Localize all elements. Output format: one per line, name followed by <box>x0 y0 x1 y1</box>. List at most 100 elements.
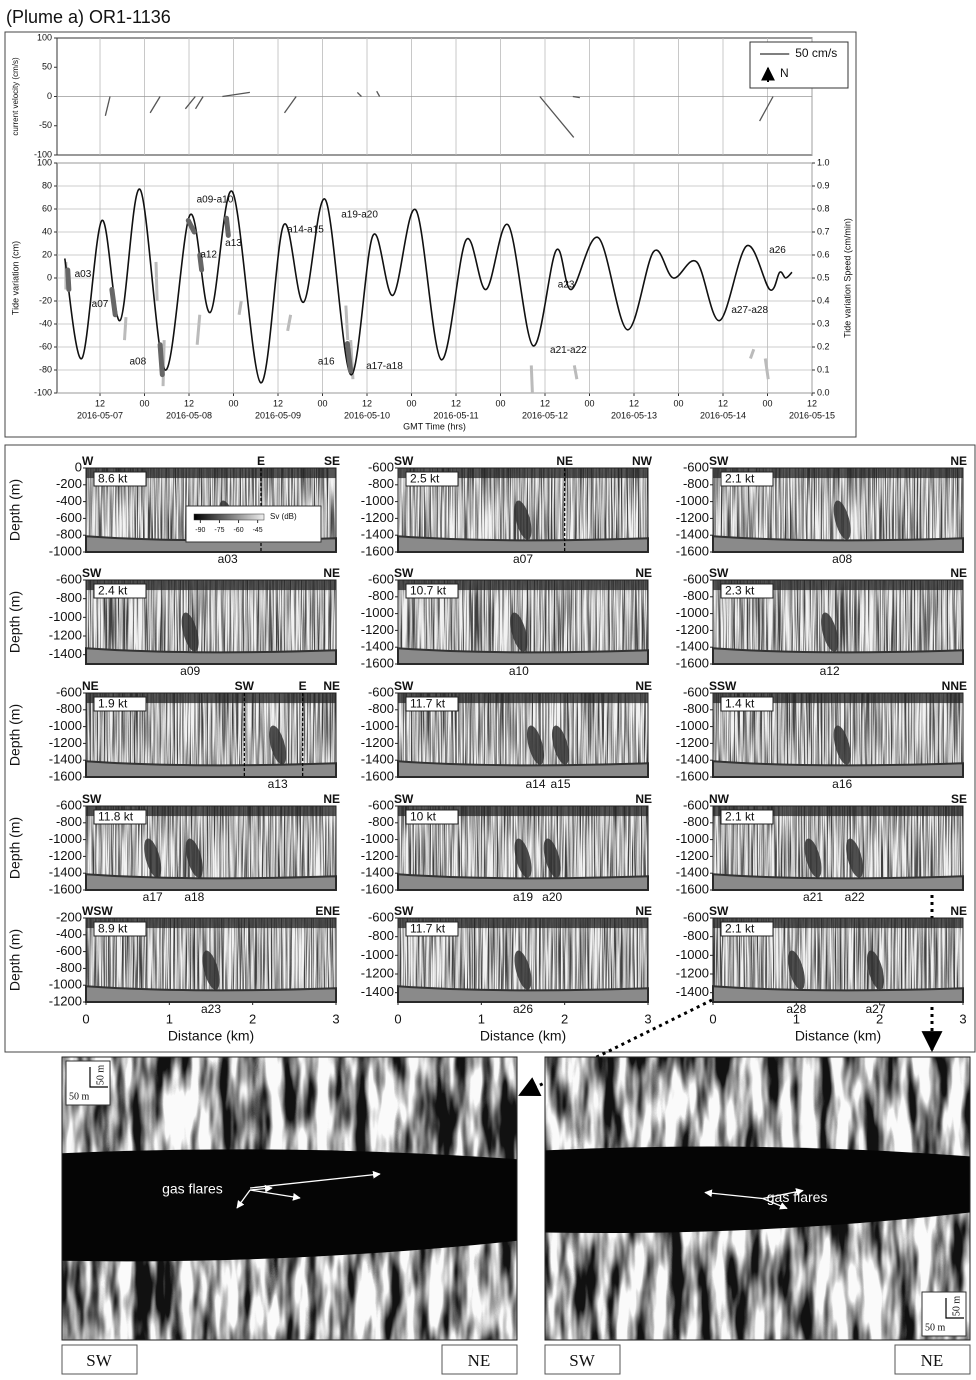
y-tick-label: -1200 <box>676 848 709 863</box>
current-stick <box>150 97 160 113</box>
y-tick-label: 50 <box>42 62 52 72</box>
y-tick-label: -1200 <box>49 627 82 642</box>
scale-label: 50 m <box>951 1296 962 1317</box>
speed-label: 10 kt <box>410 810 437 824</box>
direction-label: NE <box>950 904 967 918</box>
y-tick-label: -1400 <box>676 639 709 654</box>
speed-segment <box>239 301 241 315</box>
current-stick <box>760 97 773 122</box>
plume-segment <box>226 218 228 235</box>
y-tick-label: -1400 <box>676 752 709 767</box>
y2-axis-label: Tide variation Speed (cm/min) <box>842 218 852 338</box>
x-tick-label: 1 <box>166 1011 173 1026</box>
echogram-panel: 11.7 ktSWNEa14a15-600-800-1000-1200-1400… <box>361 679 652 791</box>
y-tick-label: -1000 <box>361 493 394 508</box>
x-tick-label: 12 <box>718 398 728 408</box>
speed-label: 11.8 kt <box>98 810 134 824</box>
x-tick-label: 0 <box>394 1011 401 1026</box>
direction-label: NW <box>632 454 653 468</box>
direction-label: SW <box>394 454 414 468</box>
y-axis-label: Depth (m) <box>7 704 23 766</box>
y-tick-label: -1400 <box>361 865 394 880</box>
y-tick-label: -1600 <box>361 543 394 558</box>
x-tick-label: 3 <box>332 1011 339 1026</box>
y-tick-label: -600 <box>368 571 394 586</box>
y-tick-label: -1600 <box>361 881 394 896</box>
y-tick-label: -800 <box>683 476 709 491</box>
water-column <box>62 1149 517 1261</box>
y-tick-label: -1400 <box>676 984 709 999</box>
y-tick-label: -1000 <box>361 831 394 846</box>
plume-label: a13 <box>268 777 288 791</box>
speed-label: 2.3 kt <box>725 584 755 598</box>
y-tick-label: -600 <box>683 909 709 924</box>
y-tick-label: -1200 <box>676 510 709 525</box>
direction-label: NNE <box>942 679 967 693</box>
direction-label: SW <box>235 679 255 693</box>
x-tick-label: 2 <box>876 1011 883 1026</box>
plume-label: a07 <box>513 552 533 566</box>
direction-label: NE <box>950 454 967 468</box>
x-tick-label: 12 <box>273 398 283 408</box>
y-tick-label: -1200 <box>361 735 394 750</box>
plume-segment <box>160 345 162 375</box>
y-axis-label: Depth (m) <box>7 479 23 541</box>
x-tick-label: 12 <box>95 398 105 408</box>
speed-label: 8.6 kt <box>98 472 128 486</box>
sonar-panel: gas flares50 m50 mSWNE <box>62 1057 517 1374</box>
y-tick-label: -800 <box>56 960 82 975</box>
speed-segment <box>574 365 577 379</box>
sv-tick-label: -45 <box>253 527 263 534</box>
y-tick-label: -1600 <box>676 543 709 558</box>
y-tick-label: -1200 <box>361 622 394 637</box>
current-stick <box>222 92 249 96</box>
plume-label: a12 <box>820 664 840 678</box>
annotation: a14-a15 <box>287 224 324 235</box>
y-tick-label: -800 <box>56 590 82 605</box>
y-tick-label: -600 <box>56 571 82 586</box>
x-tick-label: 2 <box>249 1011 256 1026</box>
y-tick-label: -1400 <box>361 527 394 542</box>
speed-label: 1.4 kt <box>725 697 755 711</box>
plume-label: a19 <box>513 890 533 904</box>
y-tick-label: -800 <box>56 701 82 716</box>
x-axis-label: Distance (km) <box>168 1028 254 1044</box>
scale-label: 50 m <box>925 1322 946 1333</box>
y2-tick-label: 0.1 <box>817 364 830 374</box>
x-tick-label: 3 <box>644 1011 651 1026</box>
plume-segment <box>68 270 69 290</box>
speed-label: 1.9 kt <box>98 697 128 711</box>
echogram-panel: 2.5 ktSWNWNEa07-600-800-1000-1200-1400-1… <box>361 454 653 566</box>
y-tick-label: -800 <box>368 814 394 829</box>
y-tick-label: -100 <box>34 387 52 397</box>
direction-label: NE <box>635 904 652 918</box>
direction-label: NE <box>82 679 99 693</box>
y-tick-label: 60 <box>42 203 52 213</box>
y-tick-label: -1600 <box>676 881 709 896</box>
sv-colorbar <box>194 514 264 520</box>
x-tick-label: 00 <box>495 398 505 408</box>
annotation: a27-a28 <box>731 305 768 316</box>
top-frame <box>5 32 856 437</box>
direction-label: NE <box>921 1351 944 1370</box>
y2-tick-label: 0.0 <box>817 387 830 397</box>
current-stick <box>196 97 204 109</box>
x-tick-label: 1 <box>793 1011 800 1026</box>
direction-label: NE <box>635 566 652 580</box>
direction-label: SW <box>709 904 729 918</box>
y-tick-label: -800 <box>368 476 394 491</box>
direction-label: SW <box>82 792 102 806</box>
y-tick-label: -1600 <box>361 768 394 783</box>
x-tick-label: 12 <box>362 398 372 408</box>
plume-label: a26 <box>513 1002 533 1016</box>
annotation: a21-a22 <box>550 345 587 356</box>
y2-tick-label: 0.6 <box>817 249 830 259</box>
legend-label: N <box>780 66 789 80</box>
direction-label: SSW <box>709 679 737 693</box>
speed-segment <box>531 365 532 393</box>
y-tick-label: -1000 <box>49 977 82 992</box>
speed-label: 2.5 kt <box>410 472 440 486</box>
